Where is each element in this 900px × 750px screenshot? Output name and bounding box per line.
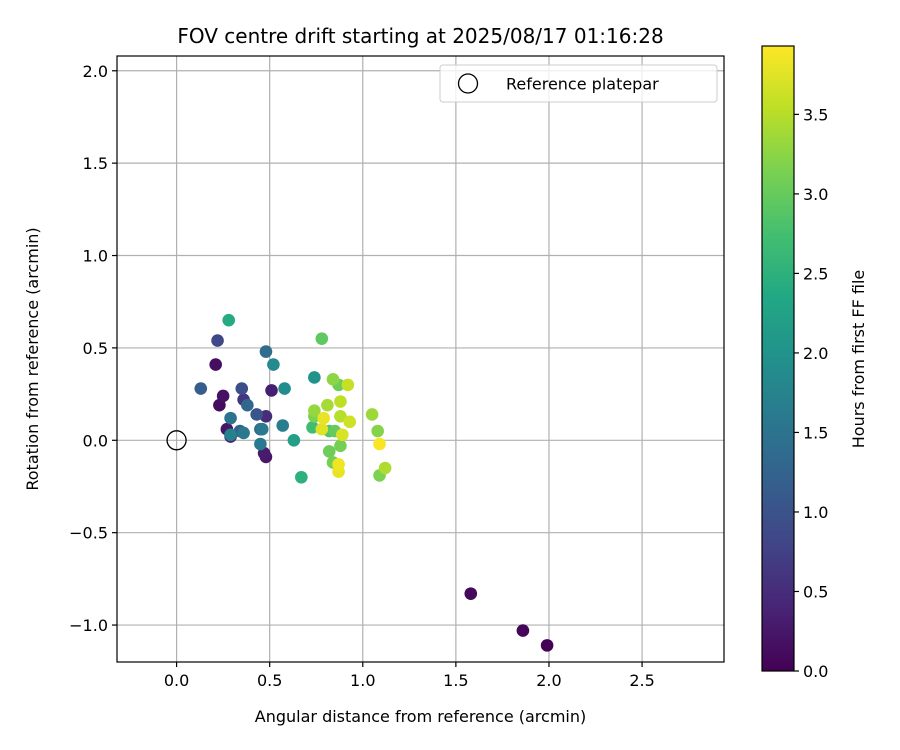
y-tick-label: 0.5 — [83, 339, 108, 358]
data-point — [326, 373, 340, 386]
colorbar-tick-label: 2.5 — [803, 264, 828, 283]
data-point — [308, 404, 321, 418]
colorbar-tick-label: 2.0 — [803, 344, 828, 363]
x-axis: 0.0 0.5 1.0 1.5 2.0 2.5 — [164, 662, 655, 690]
colorbar-tick-label: 3.0 — [803, 185, 828, 204]
data-points — [194, 313, 554, 652]
data-point — [295, 470, 308, 484]
data-point — [322, 445, 336, 458]
x-axis-label: Angular distance from reference (arcmin) — [255, 707, 586, 726]
data-point — [241, 398, 254, 412]
data-point — [334, 395, 347, 408]
reference-point — [166, 430, 187, 451]
data-point — [287, 433, 301, 447]
data-point — [194, 382, 208, 395]
grid — [117, 56, 724, 662]
x-tick-label: 2.5 — [629, 671, 654, 690]
data-point — [317, 411, 330, 425]
y-tick-label: 1.5 — [83, 154, 108, 173]
data-point — [211, 334, 224, 347]
y-tick-label: 1.0 — [83, 247, 108, 266]
data-point — [365, 408, 379, 421]
colorbar: 0.0 0.5 1.0 1.5 2.0 2.5 3.0 3.5 Hours from firs… — [761, 45, 868, 681]
data-point — [259, 345, 273, 358]
data-point — [278, 382, 291, 395]
data-point — [341, 378, 355, 392]
data-point — [335, 428, 349, 442]
data-point — [315, 422, 329, 436]
data-point — [516, 624, 530, 637]
colorbar-tick-label: 0.5 — [803, 582, 828, 601]
data-point — [334, 409, 347, 423]
data-point — [250, 408, 263, 421]
data-point — [308, 371, 321, 384]
data-point — [373, 437, 386, 451]
legend-marker-reference — [457, 73, 479, 94]
colorbar-tick-label: 1.0 — [803, 503, 828, 522]
colorbar-tick-label: 0.0 — [803, 662, 828, 681]
data-point — [334, 439, 347, 453]
y-tick-label: −0.5 — [69, 524, 108, 543]
y-tick-label: 0.0 — [83, 431, 108, 450]
data-point — [332, 458, 345, 471]
data-point — [237, 426, 250, 440]
colorbar-tick-label: 3.5 — [803, 105, 828, 124]
data-point — [255, 422, 269, 436]
colorbar-ticks: 0.0 0.5 1.0 1.5 2.0 2.5 3.0 3.5 — [794, 105, 828, 681]
data-point — [378, 461, 392, 475]
data-point — [343, 415, 357, 429]
data-point — [276, 419, 290, 432]
data-point — [209, 358, 222, 371]
x-tick-label: 0.5 — [257, 671, 282, 690]
data-point — [315, 332, 329, 345]
x-tick-label: 2.0 — [536, 671, 561, 690]
data-point — [235, 382, 249, 395]
x-tick-label: 1.0 — [350, 671, 375, 690]
chart-title: FOV centre drift starting at 2025/08/17 … — [177, 24, 663, 48]
data-point — [540, 639, 554, 652]
legend-label-reference: Reference platepar — [506, 75, 659, 94]
y-tick-label: 2.0 — [83, 62, 108, 81]
plot-frame — [116, 55, 725, 663]
legend-box — [439, 64, 718, 103]
data-point — [216, 389, 230, 403]
colorbar-gradient — [761, 45, 795, 672]
data-point — [224, 428, 237, 442]
data-point — [254, 437, 267, 451]
colorbar-label: Hours from first FF file — [849, 270, 868, 449]
data-point — [321, 398, 334, 412]
data-point — [224, 411, 237, 425]
y-axis-label: Rotation from reference (arcmin) — [23, 227, 42, 490]
y-tick-label: −1.0 — [69, 616, 108, 635]
data-point — [222, 313, 236, 327]
data-point — [371, 424, 384, 438]
legend: Reference platepar — [439, 64, 718, 103]
reference-marker — [166, 430, 187, 451]
colorbar-tick-label: 1.5 — [803, 423, 828, 442]
x-tick-label: 0.0 — [164, 671, 189, 690]
data-point — [267, 358, 280, 371]
data-point — [464, 587, 478, 600]
data-point — [265, 384, 278, 397]
x-tick-label: 1.5 — [443, 671, 468, 690]
y-axis: −1.0 −0.5 0.0 0.5 1.0 1.5 2.0 — [69, 62, 117, 635]
